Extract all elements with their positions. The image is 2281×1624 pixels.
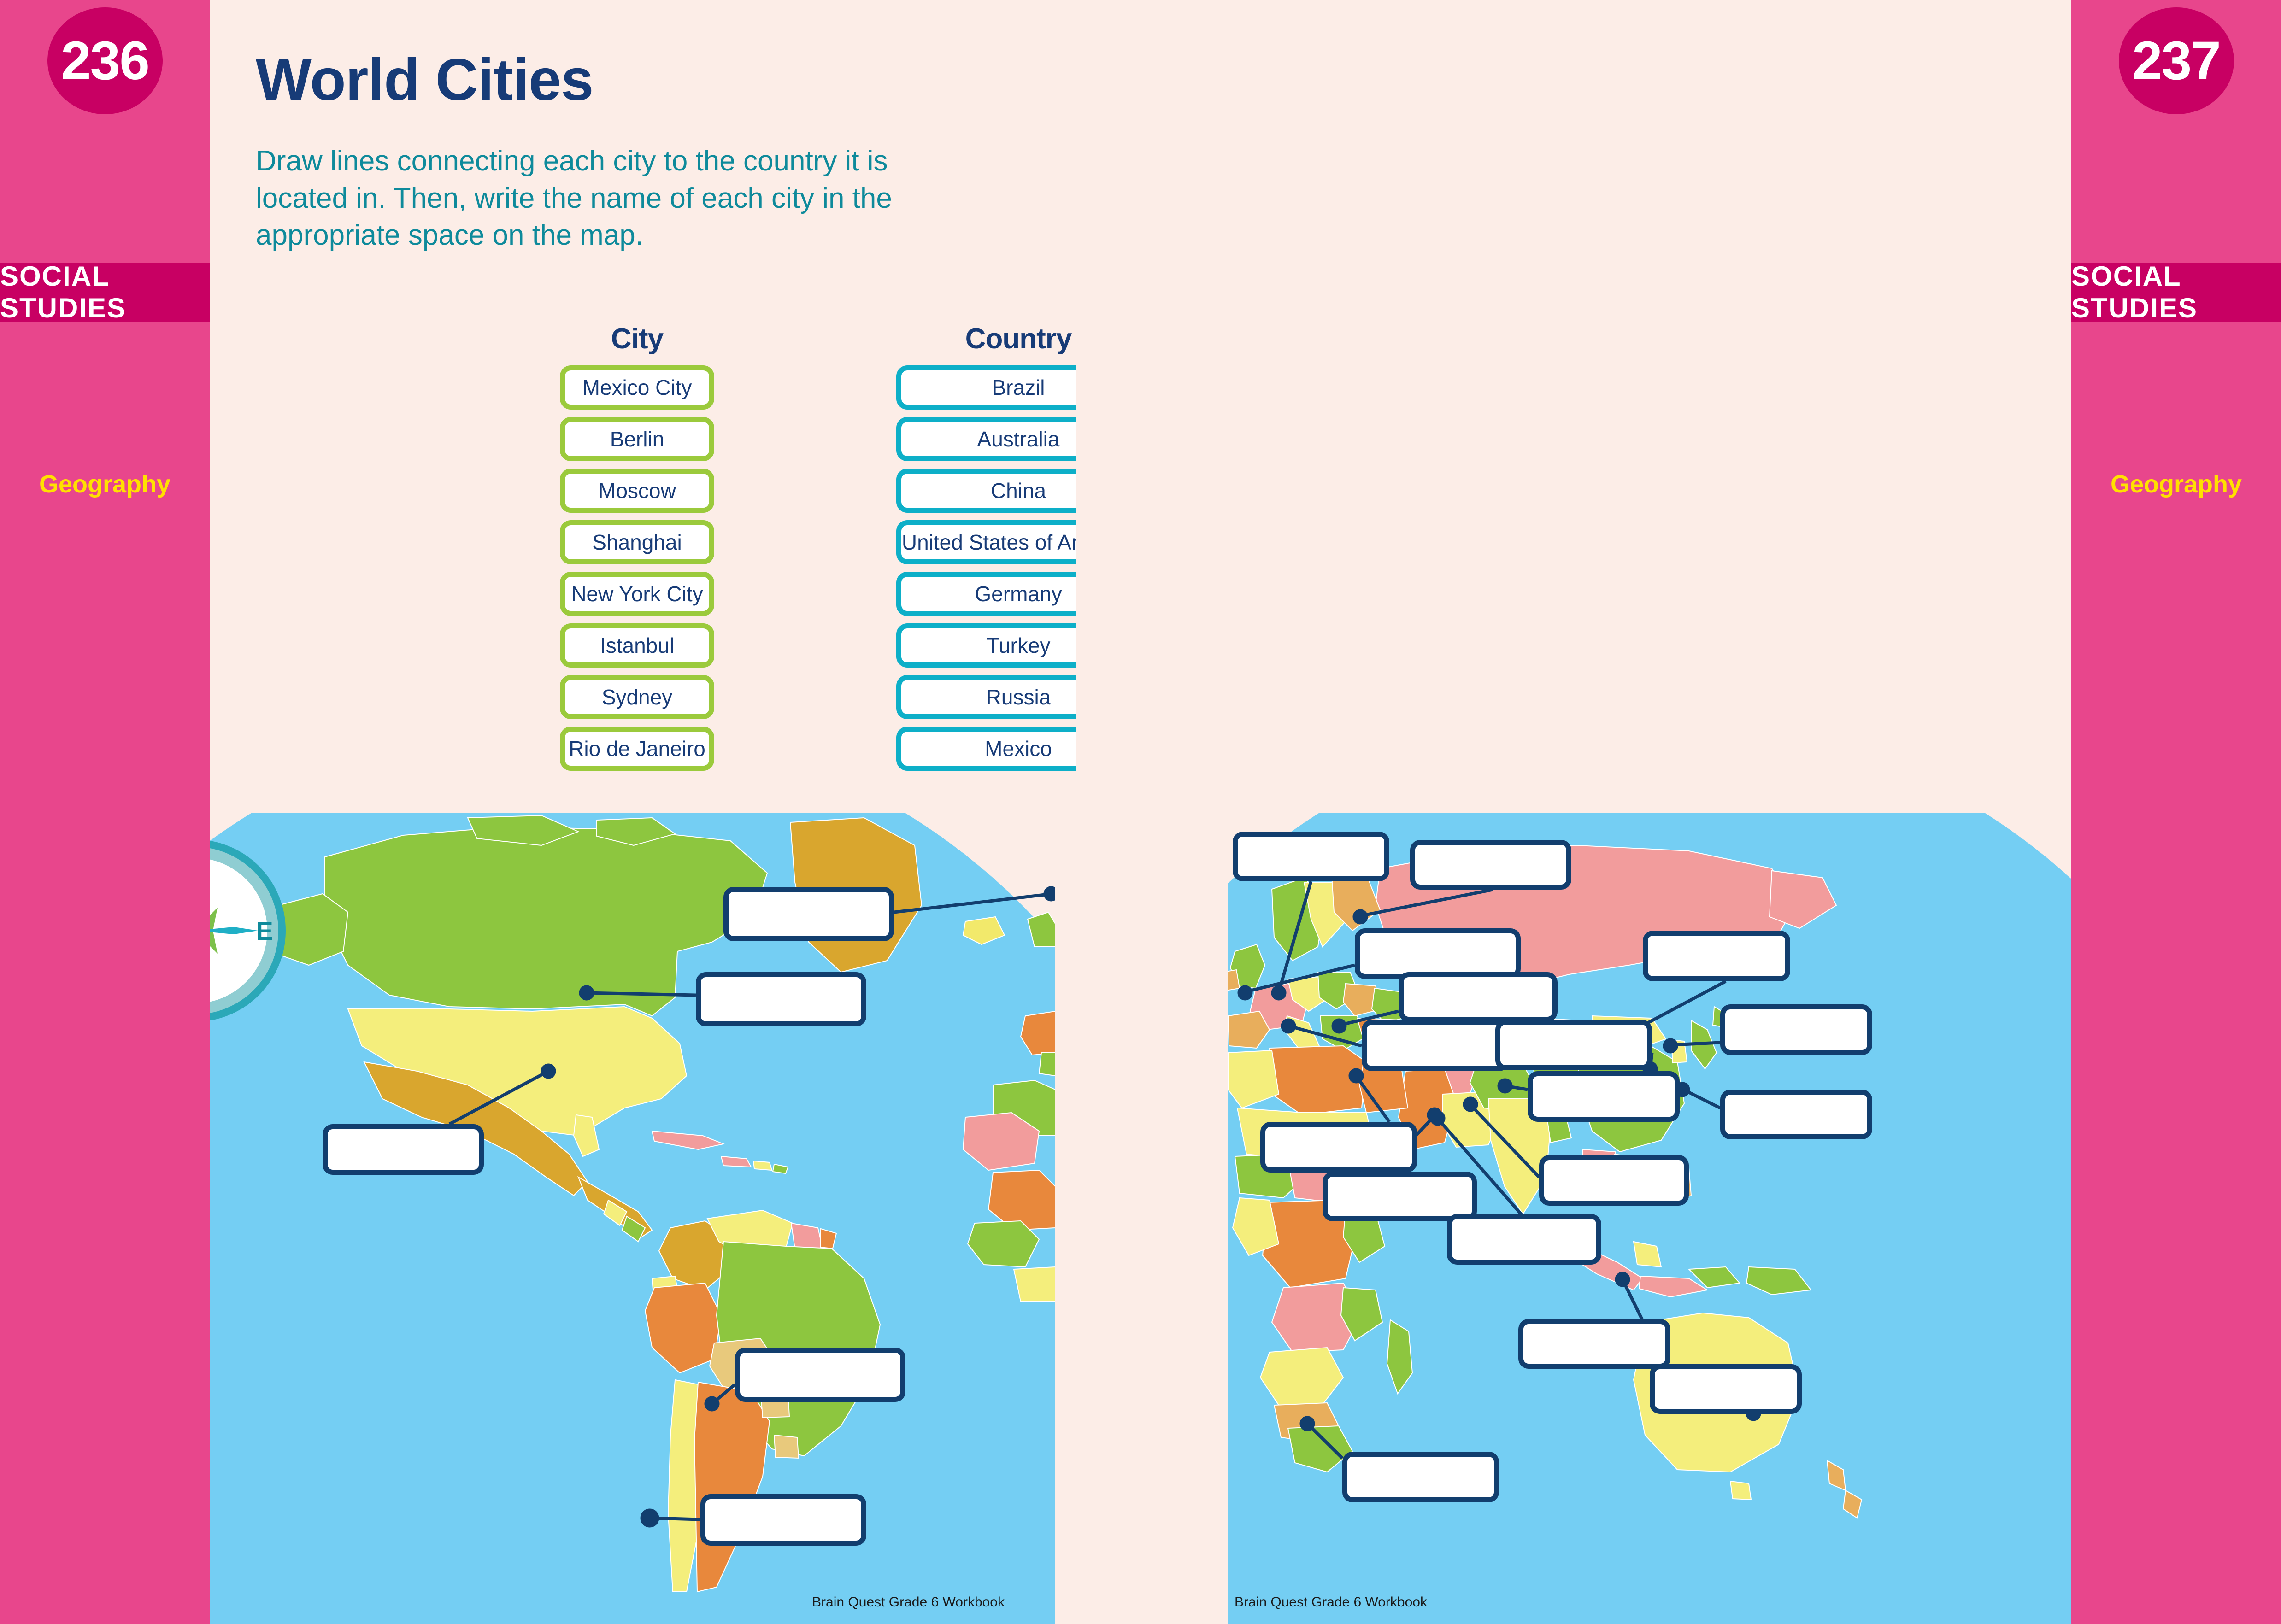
left-page-rail: 236 SOCIAL STUDIES Geography [0,0,210,1624]
page-title: World Cities [256,47,594,113]
city-chip[interactable]: Istanbul [560,623,714,668]
map-landmasses-left [269,815,1055,1593]
map-answer-box[interactable] [1355,928,1521,979]
page-number-badge: 236 [47,7,163,114]
subject-label: SOCIAL STUDIES [2071,261,2198,323]
page-number-badge: 237 [2118,7,2234,114]
world-map-eastern-hemisphere: Brain Quest Grade 6 Workbook [1228,813,2071,1624]
city-chip[interactable]: Rio de Janeiro [560,727,714,771]
world-map-western-hemisphere: Brain Quest Grade 6 Workbook [210,813,1055,1624]
map-answer-box[interactable] [1260,1122,1417,1173]
map-answer-box[interactable] [1447,1214,1601,1265]
map-answer-box[interactable] [1410,840,1571,890]
map-answer-box[interactable] [735,1348,905,1402]
map-answer-box[interactable] [1643,931,1790,981]
map-answer-box[interactable] [1323,1172,1477,1221]
city-chip[interactable]: Sydney [560,675,714,719]
subject-band: SOCIAL STUDIES [0,261,210,323]
city-chip[interactable]: Moscow [560,469,714,513]
city-chip[interactable]: New York City [560,572,714,616]
map-answer-box[interactable] [1720,1090,1872,1139]
map-answer-box[interactable] [1539,1155,1689,1206]
map-answer-box[interactable] [1399,972,1558,1022]
map-answer-box[interactable] [1362,1020,1509,1071]
city-chip[interactable]: Shanghai [560,520,714,564]
map-answer-box[interactable] [1720,1004,1872,1055]
map-answer-box[interactable] [723,887,894,941]
instructions-text: Draw lines connecting each city to the c… [256,145,892,252]
map-answer-box[interactable] [696,972,866,1026]
map-answer-box[interactable] [1495,1020,1652,1070]
subject-band: SOCIAL STUDIES [2071,261,2281,323]
subject-label: SOCIAL STUDIES [0,261,127,323]
word-bank-city-header: City [611,323,664,355]
map-answer-box[interactable] [1518,1319,1670,1369]
right-page-rail: 237 SOCIAL STUDIES Geography [2071,0,2281,1624]
word-bank-city-left: City Mexico City Berlin Moscow Shanghai … [560,322,714,778]
word-bank-country-header: Country [965,323,1072,355]
map-answer-box[interactable] [1342,1452,1499,1502]
footer-note: Brain Quest Grade 6 Workbook [812,1595,1005,1610]
topic-label: Geography [39,470,171,498]
map-answer-box[interactable] [1528,1071,1680,1122]
city-chip[interactable]: Mexico City [560,365,714,410]
city-chip[interactable]: Berlin [560,417,714,461]
map-answer-box[interactable] [323,1124,484,1175]
compass-east-label: E [256,916,273,945]
map-answer-box[interactable] [700,1494,866,1546]
map-answer-box[interactable] [1233,832,1389,881]
footer-note: Brain Quest Grade 6 Workbook [1235,1595,1427,1610]
map-answer-box[interactable] [1650,1364,1802,1414]
topic-label: Geography [2110,470,2242,498]
